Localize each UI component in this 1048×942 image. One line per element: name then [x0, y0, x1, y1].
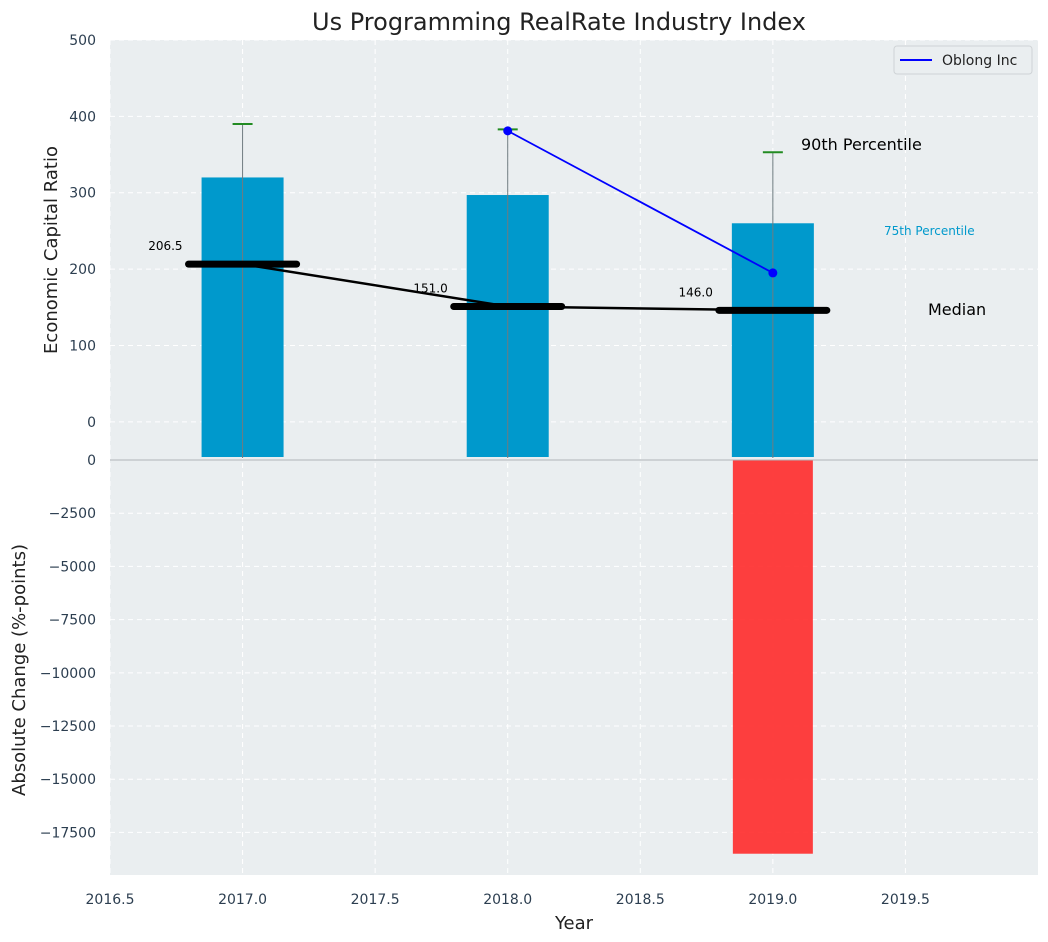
company-point-oblong-inc [768, 268, 778, 278]
company-line-oblong-inc [507, 130, 774, 274]
annotation-median: Median [928, 300, 986, 319]
bottom-y-tick-label: −12500 [40, 719, 96, 735]
annotation-75th-percentile: 75th Percentile [884, 224, 975, 238]
series-lines: 206.5 151.0 146.0 [148, 123, 831, 458]
top-y-tick-label: 400 [69, 109, 96, 125]
bar-absolute-change [732, 460, 813, 854]
bottom-y-axis-label: Absolute Change (%-points) [9, 544, 30, 796]
bottom-y-tick-label: −17500 [40, 825, 96, 841]
x-tick-label: 2017.5 [351, 892, 400, 908]
x-tick-label: 2017.0 [218, 892, 267, 908]
median-value-label: 146.0 [678, 285, 712, 299]
top-y-tick-label: 0 [87, 415, 96, 431]
x-tick-label: 2016.5 [86, 892, 135, 908]
bottom-y-tick-label: −2500 [49, 506, 96, 522]
x-tick-label: 2019.0 [748, 892, 797, 908]
legend-label-oblong-inc: Oblong Inc [942, 53, 1017, 69]
bottom-y-tick-label: −15000 [40, 772, 96, 788]
x-tick-label: 2018.5 [616, 892, 665, 908]
bottom-y-tick-label: −5000 [49, 559, 96, 575]
median-value-label: 151.0 [413, 282, 447, 296]
bottom-y-tick-label: −7500 [49, 613, 96, 629]
top-y-tick-label: 200 [69, 262, 96, 278]
tick-labels: 2016.5 2017.0 2017.5 2018.0 2018.5 2019.0 2019… [40, 33, 930, 908]
legend: Oblong Inc [893, 45, 1033, 75]
bottom-y-tick-label: −10000 [40, 666, 96, 682]
median-value-label: 206.5 [148, 239, 182, 253]
top-y-axis-label: Economic Capital Ratio [41, 146, 62, 354]
bottom-y-tick-label: 0 [87, 453, 96, 469]
company-point-oblong-inc [503, 126, 513, 136]
x-tick-label: 2018.0 [483, 892, 532, 908]
top-y-tick-label: 100 [69, 338, 96, 354]
x-axis-label: Year [554, 913, 594, 934]
legend-box [893, 45, 1033, 75]
x-tick-label: 2019.5 [881, 892, 930, 908]
top-y-tick-label: 300 [69, 186, 96, 202]
chart-title: Us Programming RealRate Industry Index [312, 8, 806, 36]
annotation-90th-percentile: 90th Percentile [801, 135, 922, 154]
top-y-tick-label: 500 [69, 33, 96, 49]
bottom-plot-area [110, 460, 1038, 875]
